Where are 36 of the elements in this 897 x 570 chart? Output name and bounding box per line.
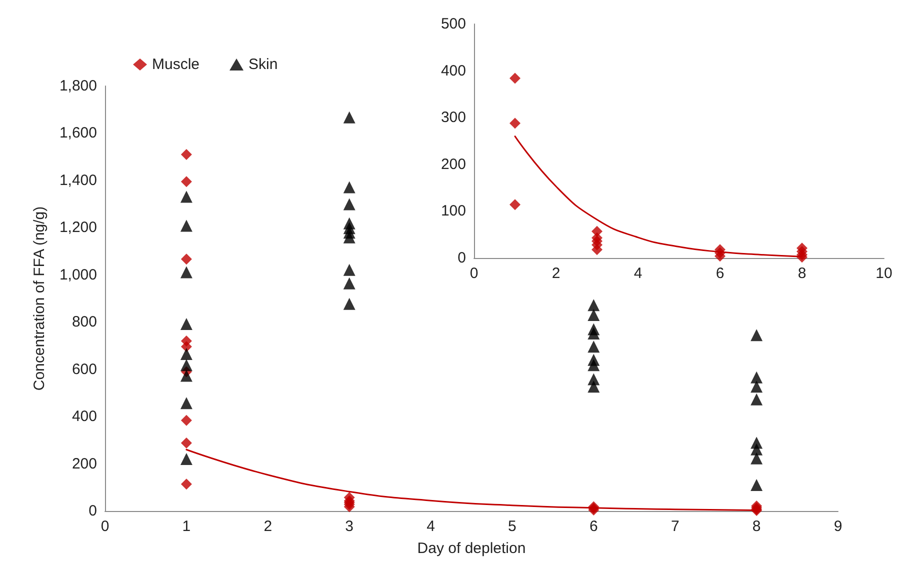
y-tick-label: 1,200 (59, 219, 97, 236)
y-tick-label: 600 (72, 360, 97, 378)
legend-label: Skin (248, 56, 278, 73)
x-tick-label: 4 (634, 265, 642, 282)
x-tick-label: 10 (876, 265, 892, 282)
y-tick-label: 400 (72, 408, 97, 426)
x-tick-label: 6 (716, 265, 724, 282)
x-tick-label: 8 (752, 518, 761, 535)
y-tick-label: 1,600 (59, 124, 97, 142)
x-tick-label: 4 (426, 518, 435, 535)
y-tick-label: 1,000 (59, 266, 97, 284)
y-tick-label: 1,800 (59, 78, 97, 94)
y-tick-label: 200 (72, 455, 97, 472)
x-tick-label: 5 (508, 518, 516, 535)
x-tick-label: 6 (589, 518, 598, 535)
y-tick-label: 0 (458, 250, 466, 266)
y-tick-label: 500 (440, 16, 466, 32)
x-tick-label: 2 (264, 518, 272, 535)
x-tick-label: 8 (798, 265, 806, 282)
x-tick-label: 3 (345, 518, 354, 535)
y-axis-title: Concentration of FFA (ng/g) (31, 206, 48, 391)
x-axis-title: Day of depletion (417, 540, 526, 557)
y-tick-label: 1,400 (59, 172, 97, 189)
y-tick-label: 200 (440, 156, 466, 173)
x-tick-label: 9 (834, 518, 842, 535)
x-tick-label: 7 (670, 518, 680, 535)
y-tick-label: 300 (440, 109, 466, 126)
y-tick-label: 400 (440, 62, 466, 80)
x-tick-label: 2 (552, 265, 560, 282)
x-tick-label: 1 (182, 518, 191, 535)
y-tick-label: 800 (72, 314, 97, 331)
legend-label: Muscle (152, 56, 200, 73)
x-tick-label: 0 (100, 518, 110, 535)
y-tick-label: 100 (440, 202, 466, 220)
y-tick-label: 0 (88, 502, 97, 520)
x-tick-label: 0 (470, 265, 478, 282)
